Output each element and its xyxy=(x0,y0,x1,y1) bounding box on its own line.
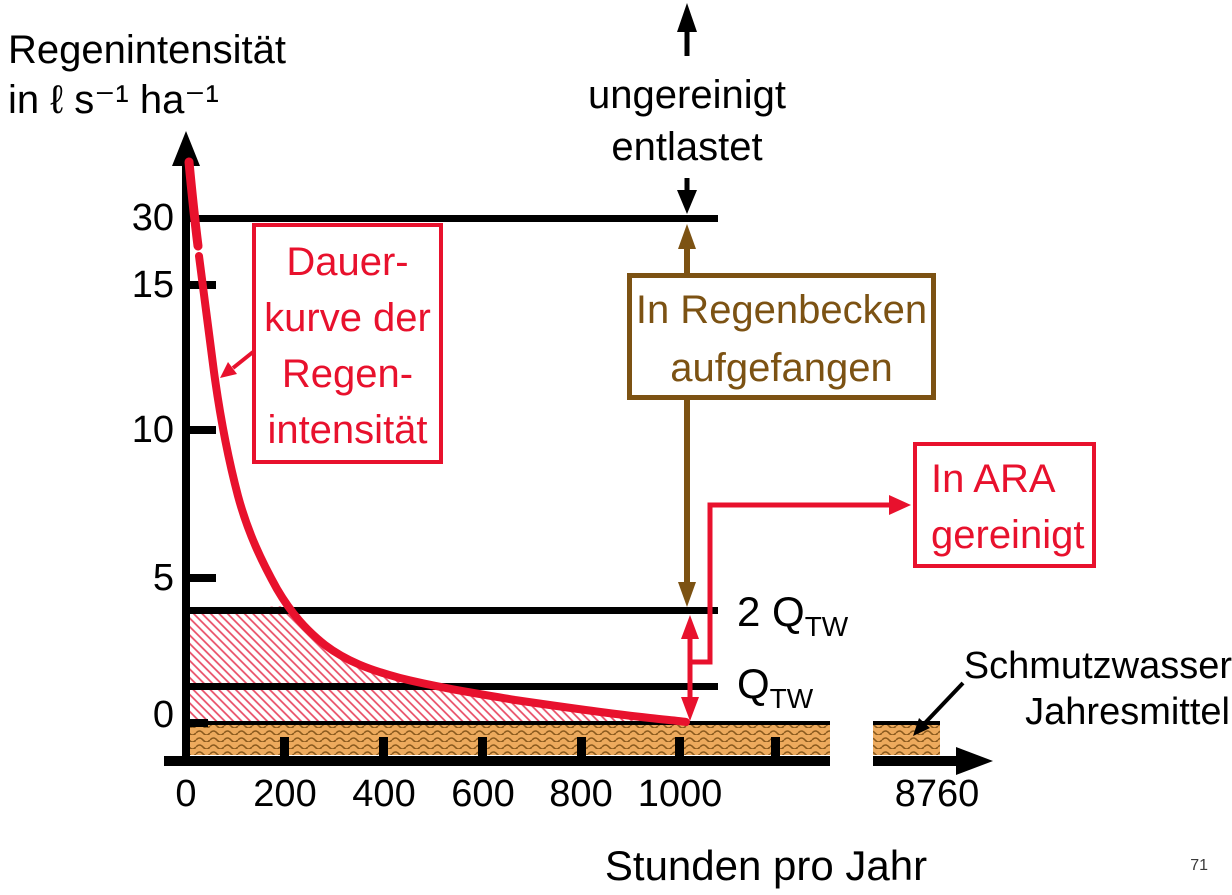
y-tick-label-15: 15 xyxy=(131,264,174,306)
schmutzwasser-pointer-arrowhead-icon xyxy=(913,718,930,736)
untreated-label-line2: entlastet xyxy=(611,125,763,169)
y-tick-10 xyxy=(186,426,216,434)
ara-treated-hatch-area xyxy=(189,606,686,724)
x-tick-label-800: 800 xyxy=(549,773,613,815)
x-tick-1200 xyxy=(771,737,780,757)
label-qtw-subscript: TW xyxy=(769,683,814,714)
line-30 xyxy=(186,215,718,222)
x-axis-line-main xyxy=(164,756,830,766)
x-tick-800 xyxy=(577,737,586,757)
x-tick-label-400: 400 xyxy=(352,773,416,815)
y-axis-title-line2: in ℓ s⁻¹ ha⁻¹ xyxy=(8,78,219,122)
rain-duration-curve xyxy=(195,252,690,726)
regenbecken-arrowhead-down-icon xyxy=(678,582,696,607)
dauerkurve-box-line3: Regen- xyxy=(281,352,414,396)
schmutzwasser-strip xyxy=(189,724,830,755)
label-2qtw-subscript: TW xyxy=(804,611,849,642)
x-axis-arrowhead-icon xyxy=(956,747,993,775)
x-tick-400 xyxy=(379,737,388,757)
regenbecken-box: In Regenbecken aufgefangen xyxy=(627,273,936,400)
label-qtw: QTW xyxy=(737,660,813,723)
label-2qtw: 2 QTW xyxy=(737,588,848,651)
regenbecken-box-line2: aufgefangen xyxy=(670,346,893,390)
y-tick-label-30: 30 xyxy=(131,197,174,239)
schmutzwasser-label-line2: Jahresmittel xyxy=(1025,691,1230,733)
line-2qtw xyxy=(186,607,718,614)
x-tick-label-600: 600 xyxy=(451,773,515,815)
dauerkurve-pointer-arrowhead-icon xyxy=(220,362,237,378)
ara-box-line1: In ARA xyxy=(931,457,1056,501)
untreated-down-arrowhead-icon xyxy=(677,190,697,214)
dauerkurve-box: Dauer- kurve der Regen- intensität xyxy=(252,223,443,464)
y-axis-title-line1: Regenintensität xyxy=(8,28,286,72)
dauerkurve-box-line2: kurve der xyxy=(264,296,431,340)
schmutzwasser-year-block xyxy=(873,724,940,755)
x-tick-label-8760: 8760 xyxy=(894,773,980,815)
untreated-label-line1: ungereinigt xyxy=(588,73,786,117)
y-tick-label-5: 5 xyxy=(152,557,174,599)
label-qtw-main: Q xyxy=(737,660,770,707)
ara-box-line2: gereinigt xyxy=(931,513,1085,557)
y-axis-line xyxy=(182,158,190,762)
rain-duration-curve-upper-segment xyxy=(184,157,203,251)
regenbecken-box-line1: In Regenbecken xyxy=(635,288,928,332)
x-axis-line-right xyxy=(873,756,958,766)
ara-range-arrowhead-up-icon xyxy=(681,615,699,639)
dauerkurve-box-line4: intensität xyxy=(267,408,428,452)
regenbecken-arrowhead-up-icon xyxy=(678,224,696,249)
y-tick-label-0: 0 xyxy=(152,694,174,736)
x-axis-title: Stunden pro Jahr xyxy=(604,842,928,889)
x-tick-600 xyxy=(478,737,487,757)
schmutzwasser-year-block-top-line xyxy=(873,721,940,725)
x-tick-label-1000: 1000 xyxy=(637,773,723,815)
x-tick-200 xyxy=(280,737,289,757)
untreated-up-arrowhead-icon xyxy=(677,3,697,32)
x-tick-label-0: 0 xyxy=(175,773,197,815)
dauerkurve-pointer-line xyxy=(231,350,255,370)
x-tick-label-200: 200 xyxy=(253,773,317,815)
y-tick-label-10: 10 xyxy=(131,409,174,451)
ara-range-arrowhead-down-icon xyxy=(681,697,699,721)
schmutzwasser-strip-top-line xyxy=(187,721,830,725)
x-tick-1000 xyxy=(675,737,684,757)
schmutzwasser-pointer-line xyxy=(923,681,965,725)
page-number: 71 xyxy=(1190,857,1208,874)
label-2qtw-main: 2 Q xyxy=(737,588,805,635)
ara-connector-arrowhead-icon xyxy=(889,495,911,515)
y-tick-5 xyxy=(186,574,216,582)
ara-connector-line xyxy=(690,502,894,665)
schmutzwasser-label-line1: Schmutzwasser xyxy=(963,645,1232,687)
y-axis-arrowhead-icon xyxy=(172,131,200,166)
ara-box: In ARA gereinigt xyxy=(913,442,1096,568)
y-tick-0 xyxy=(184,719,208,727)
dauerkurve-box-line1: Dauer- xyxy=(286,240,409,284)
